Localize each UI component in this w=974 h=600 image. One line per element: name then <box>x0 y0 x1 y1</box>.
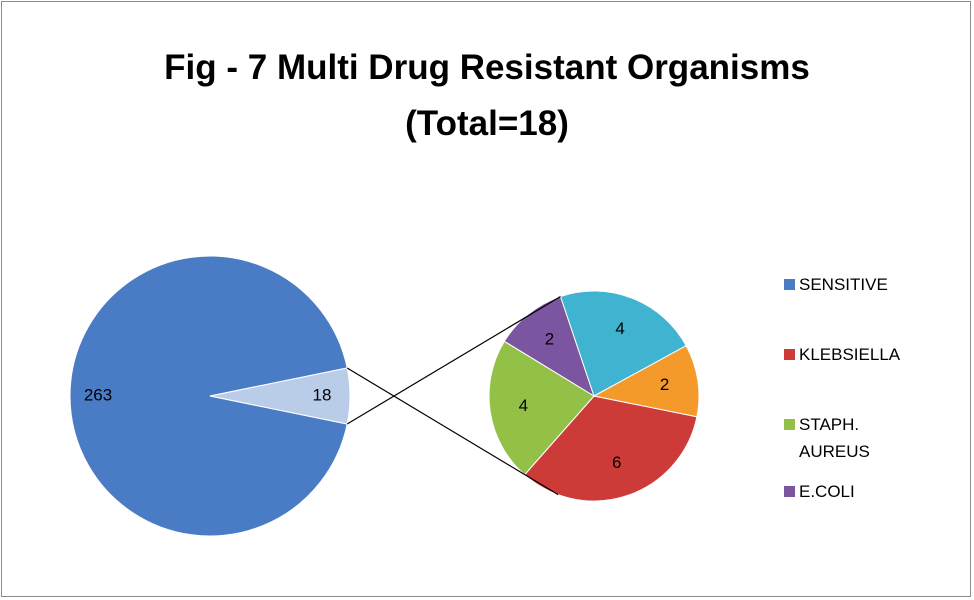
legend-label: SENSITIVE <box>799 275 888 294</box>
data-label: 2 <box>545 330 554 349</box>
pie-slice <box>592 345 700 418</box>
legend-label: E.COLI <box>799 482 855 501</box>
data-label: 2 <box>660 375 669 394</box>
legend-swatch <box>784 279 795 290</box>
chart-title: Fig - 7 Multi Drug Resistant Organisms (… <box>164 48 810 143</box>
pie-slice <box>69 255 348 537</box>
data-label: 6 <box>612 453 621 472</box>
legend-swatch <box>784 349 795 360</box>
pie-slice <box>488 340 595 476</box>
connector-line <box>346 295 561 425</box>
legend-item: SENSITIVE <box>784 271 909 298</box>
connector-line <box>346 367 559 496</box>
legend-label: STAPH. AUREUS <box>799 415 870 461</box>
legend-swatch <box>784 486 795 497</box>
legend-item: STAPH. AUREUS <box>784 411 909 465</box>
legend-label: KLEBSIELLA <box>799 345 901 364</box>
data-label: 263 <box>84 385 112 404</box>
pie-slice <box>559 290 687 397</box>
legend-item: E.COLI <box>784 478 909 505</box>
data-label: 18 <box>313 385 332 404</box>
pie-slice <box>523 395 698 502</box>
data-label: 4 <box>519 396 528 415</box>
data-label: 4 <box>615 319 624 338</box>
legend-swatch <box>784 419 795 430</box>
legend-item: KLEBSIELLA <box>784 341 909 368</box>
